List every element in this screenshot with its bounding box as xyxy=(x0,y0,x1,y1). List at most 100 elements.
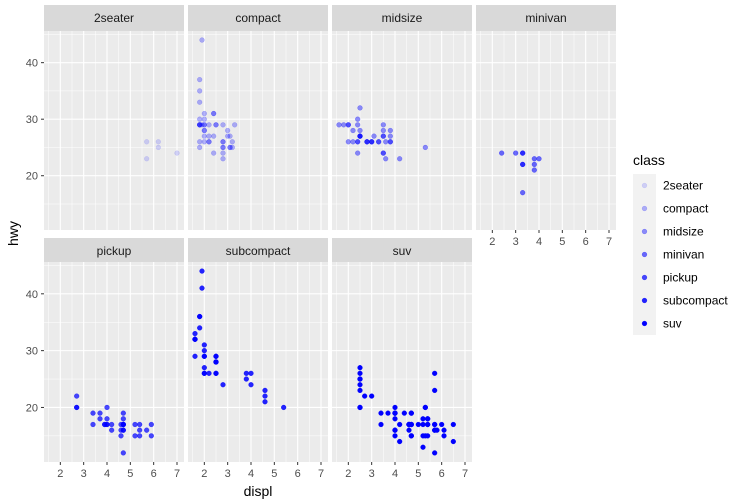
data-point xyxy=(211,150,217,156)
data-point xyxy=(262,387,268,394)
data-point xyxy=(357,376,363,382)
data-point xyxy=(201,116,207,122)
data-point xyxy=(420,433,426,439)
legend-key xyxy=(633,174,656,197)
data-point xyxy=(227,144,233,151)
data-point xyxy=(201,370,207,376)
data-point xyxy=(439,421,445,428)
data-point xyxy=(432,450,438,456)
data-point xyxy=(520,190,526,196)
legend-label: minivan xyxy=(663,248,704,262)
data-point xyxy=(192,330,198,337)
data-point xyxy=(432,370,438,376)
x-tick-label: 6 xyxy=(439,468,445,480)
data-point xyxy=(380,127,386,134)
data-point xyxy=(369,139,375,145)
data-point xyxy=(206,133,212,139)
data-point xyxy=(74,393,80,399)
data-point xyxy=(229,144,235,151)
data-point xyxy=(357,387,363,394)
data-point xyxy=(432,387,438,394)
data-point xyxy=(531,167,537,173)
data-point xyxy=(118,433,124,439)
legend-entries: 2seater compact midsize minivan pickup subcom… xyxy=(633,174,728,335)
facet-strip xyxy=(332,238,472,264)
facet-panel-subcompact: subcompact 2 3 4 5 6 7 xyxy=(188,238,328,480)
data-point xyxy=(213,359,219,365)
data-point xyxy=(281,404,287,411)
data-point xyxy=(380,150,386,156)
data-point xyxy=(213,122,219,128)
panel-background xyxy=(44,262,184,462)
data-point xyxy=(364,139,370,145)
data-point xyxy=(345,122,351,128)
data-point xyxy=(380,133,386,139)
panel-background xyxy=(476,31,616,230)
facet-strip xyxy=(44,238,184,264)
data-point xyxy=(201,127,207,134)
data-point xyxy=(199,285,205,291)
data-point xyxy=(450,438,456,445)
data-point xyxy=(513,150,519,156)
data-point xyxy=(90,421,96,428)
data-point xyxy=(371,133,377,139)
x-axis-title: displ xyxy=(244,483,273,499)
x-tick-label: 7 xyxy=(462,468,468,480)
data-point xyxy=(380,150,386,156)
data-point xyxy=(197,122,203,128)
panel-background xyxy=(332,31,472,230)
data-point xyxy=(197,139,203,145)
data-point xyxy=(229,139,235,145)
data-point xyxy=(425,416,431,422)
data-point xyxy=(420,421,426,428)
data-point xyxy=(206,139,212,145)
data-point xyxy=(220,382,226,388)
data-point xyxy=(97,416,103,422)
y-tick-label: 40 xyxy=(26,289,38,301)
x-tick-label: 5 xyxy=(559,236,565,248)
data-point xyxy=(422,404,428,411)
panel-background xyxy=(332,262,472,462)
legend-title: class xyxy=(633,152,665,168)
data-point xyxy=(132,433,138,439)
panel-background xyxy=(44,31,184,230)
data-point xyxy=(220,150,226,156)
data-point xyxy=(345,139,351,145)
data-point xyxy=(420,444,426,450)
data-point xyxy=(262,393,268,399)
data-point xyxy=(201,348,207,354)
data-point xyxy=(201,110,207,117)
y-tick-label: 40 xyxy=(26,58,38,70)
legend-entry-compact: compact xyxy=(633,197,709,220)
legend-entry-subcompact: subcompact xyxy=(633,289,728,312)
facet-strip-label: compact xyxy=(235,11,281,25)
data-point xyxy=(392,416,398,422)
data-point xyxy=(155,139,161,145)
data-point xyxy=(104,416,110,422)
data-point xyxy=(144,156,150,162)
data-point xyxy=(357,127,363,134)
data-point xyxy=(197,122,203,128)
data-point xyxy=(355,116,361,122)
data-point xyxy=(201,122,207,128)
data-point xyxy=(350,139,356,145)
legend-label: compact xyxy=(663,202,709,216)
legend-label: suv xyxy=(663,317,682,331)
facet-strip-label: suv xyxy=(393,244,412,258)
data-point xyxy=(441,427,447,433)
legend-key-point xyxy=(641,251,648,258)
legend-key-point xyxy=(641,228,648,235)
data-point xyxy=(397,421,403,428)
data-point xyxy=(201,353,207,359)
data-point xyxy=(199,122,205,128)
data-point xyxy=(369,139,375,145)
data-point xyxy=(104,421,110,428)
data-point xyxy=(109,427,115,433)
data-point xyxy=(357,133,363,139)
y-tick-label: 30 xyxy=(26,114,38,126)
data-point xyxy=(397,156,403,162)
x-tick-label: 6 xyxy=(583,236,589,248)
data-point xyxy=(201,365,207,371)
data-point xyxy=(199,37,205,43)
legend-label: midsize xyxy=(663,225,704,239)
